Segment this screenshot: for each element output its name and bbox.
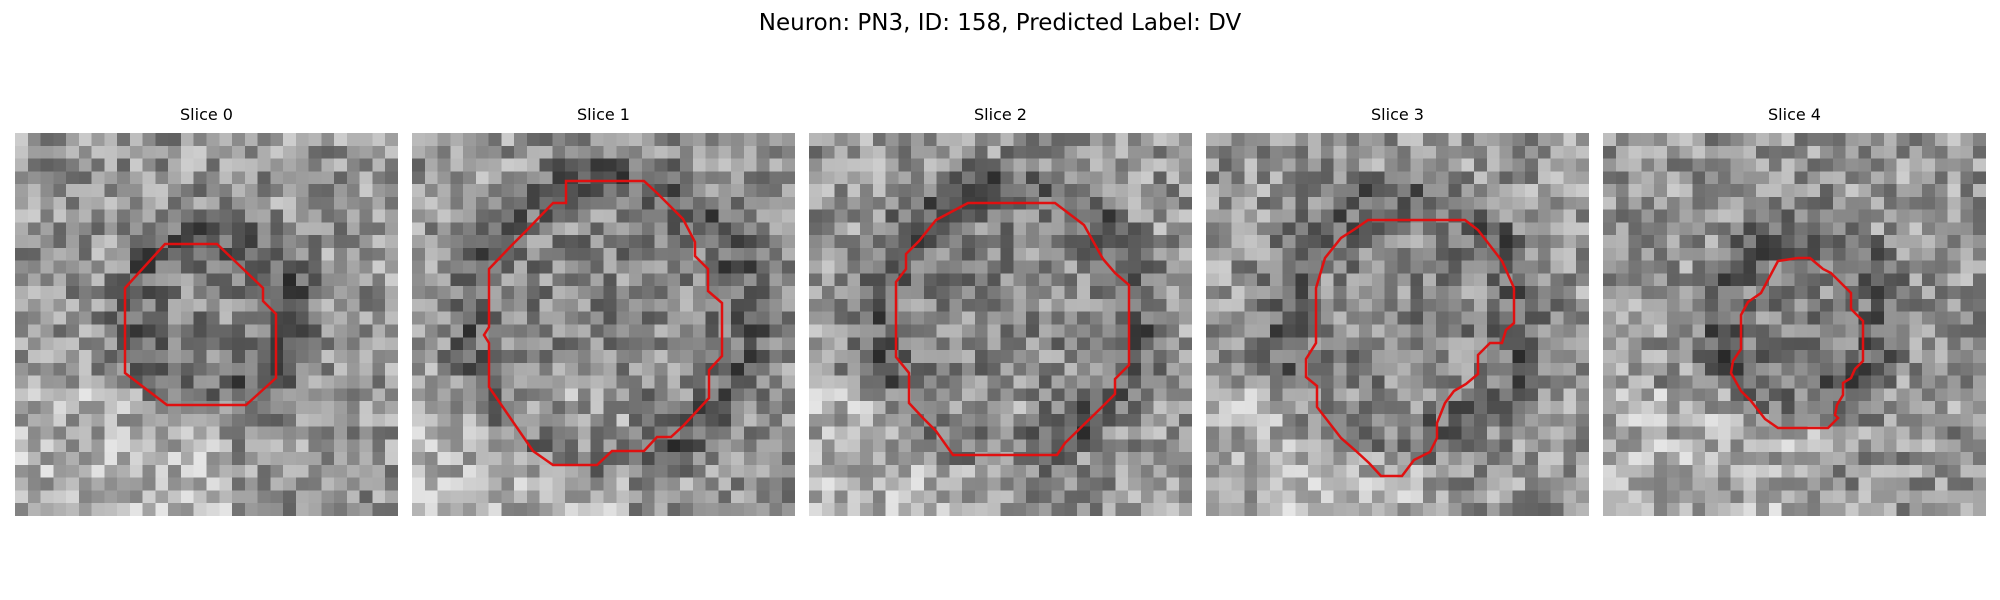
- slice-panel-3: Slice 3: [1206, 105, 1589, 516]
- slice-panel-0: Slice 0: [15, 105, 398, 516]
- slice-texture: [1603, 133, 1986, 516]
- segmentation-contour: [1304, 218, 1516, 478]
- slice-title: Slice 3: [1371, 105, 1424, 124]
- slice-panel-2: Slice 2: [809, 105, 1192, 516]
- slice-image: [412, 133, 795, 516]
- slice-texture: [1206, 133, 1589, 516]
- slice-image: [1603, 133, 1986, 516]
- segmentation-contour: [482, 179, 724, 467]
- figure-title: Neuron: PN3, ID: 158, Predicted Label: D…: [758, 10, 1242, 36]
- slice-panel-4: Slice 4: [1603, 105, 1986, 516]
- slice-title: Slice 0: [180, 105, 233, 124]
- slice-panel-1: Slice 1: [412, 105, 795, 516]
- slice-title: Slice 1: [577, 105, 630, 124]
- segmentation-contour: [1729, 256, 1865, 430]
- slice-texture: [412, 133, 795, 516]
- slice-title: Slice 4: [1768, 105, 1821, 124]
- slice-image: [809, 133, 1192, 516]
- slice-texture: [15, 133, 398, 516]
- slice-image: [1206, 133, 1589, 516]
- slice-image: [15, 133, 398, 516]
- segmentation-contour: [123, 242, 278, 407]
- segmentation-contour: [894, 201, 1131, 457]
- slice-title: Slice 2: [974, 105, 1027, 124]
